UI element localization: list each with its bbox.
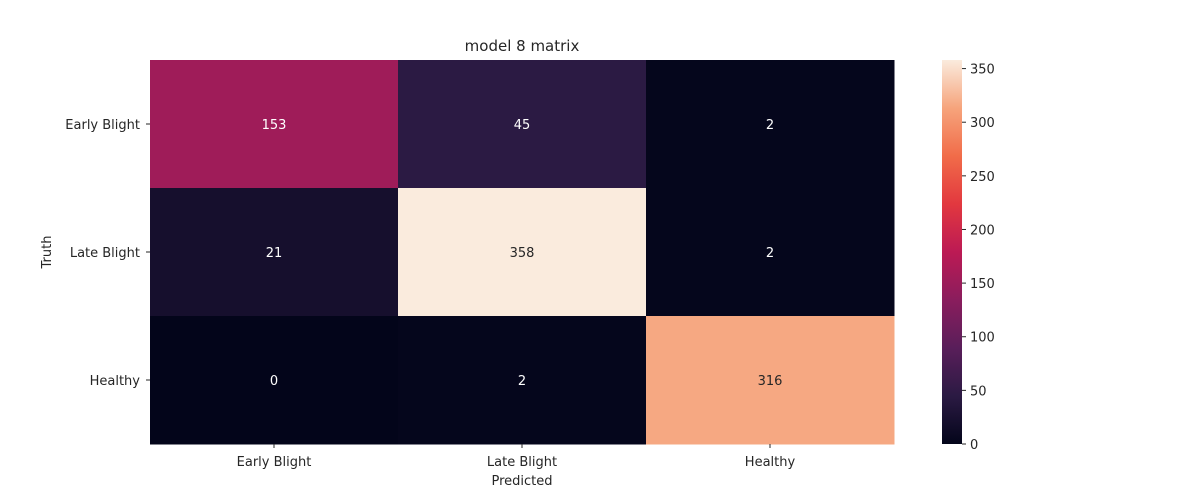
x-tick-label: Late Blight: [487, 455, 557, 470]
heatmap-cell: [646, 188, 895, 317]
cell-value-label: 2: [766, 246, 774, 261]
cell-value-label: 45: [514, 118, 531, 133]
chart-title: model 8 matrix: [465, 37, 580, 55]
colorbar-tick-label: 250: [970, 170, 995, 185]
colorbar: [942, 60, 962, 444]
colorbar-tick-label: 100: [970, 331, 995, 346]
colorbar-ticks: 0 50 100 150 200 250 300 350: [962, 63, 995, 453]
cell-value-label: 2: [518, 374, 526, 389]
heatmap-cell: [398, 188, 647, 317]
cell-value-label: 2: [766, 118, 774, 133]
heatmap-cell: [398, 60, 647, 189]
heatmap-cell: [150, 188, 399, 317]
cell-value-label: 21: [266, 246, 283, 261]
colorbar-tick-label: 150: [970, 277, 995, 292]
x-tick-label: Healthy: [745, 455, 796, 470]
heatmap-cell: [398, 316, 647, 445]
colorbar-tick-label: 200: [970, 223, 995, 238]
colorbar-tick-label: 350: [970, 63, 995, 78]
heatmap-cell: [150, 60, 399, 189]
y-axis-label: Truth: [40, 236, 55, 270]
cell-value-label: 153: [262, 118, 287, 133]
colorbar-tick-label: 300: [970, 116, 995, 131]
y-tick-label: Late Blight: [70, 246, 140, 261]
axis-ticks: Early Blight Late Blight Healthy Early Blig…: [65, 118, 795, 470]
heatmap-cell: [150, 316, 399, 445]
x-tick-label: Early Blight: [237, 455, 312, 470]
colorbar-tick-label: 50: [970, 384, 987, 399]
heatmap-cells: 153 45 2 21 358 2 0 2 316: [150, 60, 895, 445]
colorbar-tick-label: 0: [970, 438, 978, 453]
y-tick-label: Healthy: [90, 374, 141, 389]
cell-value-label: 316: [758, 374, 783, 389]
cell-value-label: 0: [270, 374, 278, 389]
cell-value-label: 358: [510, 246, 535, 261]
heatmap-cell: [646, 60, 895, 189]
x-axis-label: Predicted: [491, 474, 552, 489]
heatmap-cell: [646, 316, 895, 445]
y-tick-label: Early Blight: [65, 118, 140, 133]
